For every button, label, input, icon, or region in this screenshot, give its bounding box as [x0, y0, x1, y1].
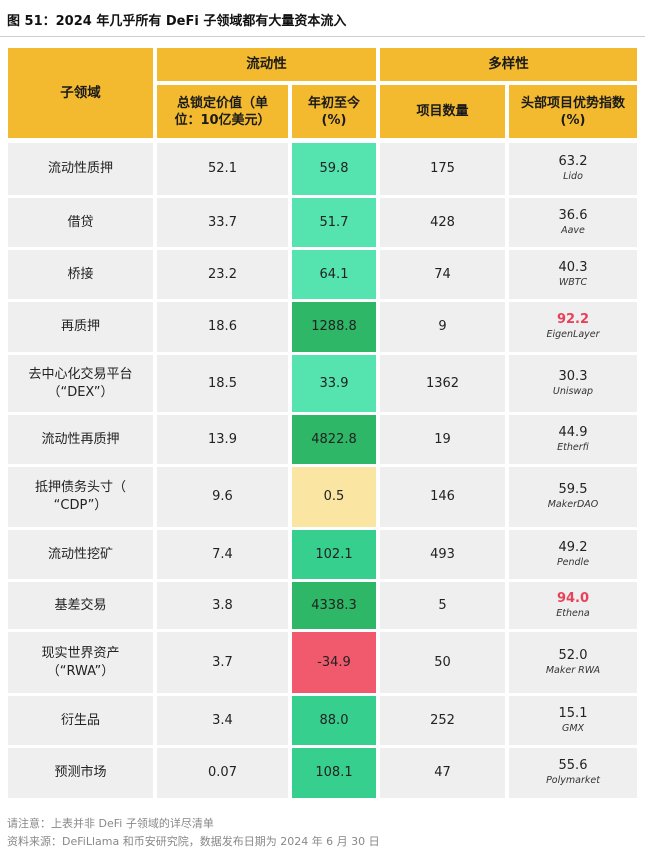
sector-name: 流动性质押: [8, 143, 153, 195]
leading-project: Uniswap: [552, 385, 594, 397]
dominance-cell: 15.1 GMX: [509, 696, 637, 745]
ytd-cell: -34.9: [292, 632, 376, 693]
dominance-value: 63.2: [558, 154, 588, 169]
tvl-cell: 18.6: [157, 302, 288, 352]
tvl-cell: 33.7: [157, 198, 288, 247]
dominance-value: 92.2: [556, 312, 590, 327]
leading-project: MakerDAO: [547, 499, 599, 510]
tvl-cell: 52.1: [157, 143, 288, 195]
dominance-value: 52.0: [558, 647, 588, 663]
leading-project: GMX: [561, 722, 585, 734]
ytd-cell: 0.5: [292, 467, 376, 527]
project-count-cell: 252: [380, 696, 505, 745]
dominance-cell: 63.2 Lido: [509, 143, 637, 195]
dominance-value: 94.0: [556, 590, 590, 606]
tvl-cell: 0.07: [157, 748, 288, 798]
leading-project: Ethena: [556, 607, 590, 619]
header-dominance: 头部项目优势指数 (%): [509, 85, 637, 138]
table-note: 请注意：上表并非 DeFi 子领域的详尽清单: [7, 817, 214, 830]
project-count-cell: 1362: [380, 355, 505, 412]
dominance-value: 55.6: [558, 758, 588, 773]
tvl-cell: 3.7: [157, 632, 288, 693]
sector-name: 抵押债务头寸（ “CDP”）: [8, 467, 153, 527]
dominance-cell: 30.3 Uniswap: [509, 355, 637, 412]
tvl-cell: 3.8: [157, 582, 288, 629]
leading-project: Etherfi: [557, 441, 589, 453]
dominance-value: 15.1: [558, 705, 588, 721]
ytd-cell: 102.1: [292, 530, 376, 579]
tvl-cell: 3.4: [157, 696, 288, 745]
dominance-value: 36.6: [558, 207, 588, 223]
ytd-cell: 4822.8: [292, 415, 376, 464]
dominance-cell: 40.3 WBTC: [509, 250, 637, 299]
dominance-cell: 59.5 MakerDAO: [509, 467, 637, 527]
sector-name: 现实世界资产（“RWA”）: [8, 632, 153, 693]
figure-title: 图 51：2024 年几乎所有 DeFi 子领域都有大量资本流入: [7, 14, 347, 29]
project-count-cell: 9: [380, 302, 505, 352]
leading-project: Lido: [563, 171, 583, 182]
sector-name: 衍生品: [8, 696, 153, 745]
project-count-cell: 428: [380, 198, 505, 247]
dominance-cell: 52.0 Maker RWA: [509, 632, 637, 693]
dominance-cell: 94.0 Ethena: [509, 582, 637, 629]
leading-project: Pendle: [556, 556, 590, 568]
sector-name: 基差交易: [8, 582, 153, 629]
ytd-cell: 64.1: [292, 250, 376, 299]
project-count-cell: 5: [380, 582, 505, 629]
dominance-value: 59.5: [558, 482, 588, 497]
dominance-cell: 44.9 Etherfi: [509, 415, 637, 464]
header-diversity: 多样性: [380, 48, 637, 81]
sector-name: 借贷: [8, 198, 153, 247]
dominance-value: 40.3: [558, 259, 588, 275]
dominance-value: 49.2: [558, 539, 588, 555]
leading-project: EigenLayer: [546, 329, 600, 340]
leading-project: Polymarket: [546, 775, 600, 786]
ytd-cell: 1288.8: [292, 302, 376, 352]
header-liquidity: 流动性: [157, 48, 376, 81]
sector-name: 流动性再质押: [8, 415, 153, 464]
project-count-cell: 146: [380, 467, 505, 527]
project-count-cell: 47: [380, 748, 505, 798]
leading-project: Maker RWA: [545, 664, 601, 676]
tvl-cell: 9.6: [157, 467, 288, 527]
sector-name: 桥接: [8, 250, 153, 299]
leading-project: Aave: [561, 224, 585, 236]
header-tvl: 总锁定价值（单位：10亿美元）: [157, 85, 288, 138]
sector-name: 再质押: [8, 302, 153, 352]
ytd-cell: 33.9: [292, 355, 376, 412]
dominance-cell: 49.2 Pendle: [509, 530, 637, 579]
tvl-cell: 7.4: [157, 530, 288, 579]
ytd-cell: 88.0: [292, 696, 376, 745]
dominance-value: 44.9: [558, 424, 588, 440]
project-count-cell: 50: [380, 632, 505, 693]
ytd-cell: 51.7: [292, 198, 376, 247]
dominance-cell: 36.6 Aave: [509, 198, 637, 247]
header-projects: 项目数量: [380, 85, 505, 138]
project-count-cell: 175: [380, 143, 505, 195]
ytd-cell: 59.8: [292, 143, 376, 195]
project-count-cell: 19: [380, 415, 505, 464]
ytd-cell: 4338.3: [292, 582, 376, 629]
header-sector: 子领域: [8, 48, 153, 138]
project-count-cell: 493: [380, 530, 505, 579]
dominance-value: 30.3: [558, 368, 588, 384]
project-count-cell: 74: [380, 250, 505, 299]
tvl-cell: 13.9: [157, 415, 288, 464]
tvl-cell: 23.2: [157, 250, 288, 299]
dominance-cell: 55.6 Polymarket: [509, 748, 637, 798]
tvl-cell: 18.5: [157, 355, 288, 412]
title-divider: [0, 36, 645, 37]
sector-name: 预测市场: [8, 748, 153, 798]
dominance-cell: 92.2 EigenLayer: [509, 302, 637, 352]
leading-project: WBTC: [558, 276, 588, 288]
source-note: 资料来源：DeFiLlama 和币安研究院，数据发布日期为 2024 年 6 月…: [7, 835, 380, 848]
ytd-cell: 108.1: [292, 748, 376, 798]
header-ytd: 年初至今 (%): [292, 85, 376, 138]
sector-name: 去中心化交易平台（“DEX”）: [8, 355, 153, 412]
sector-name: 流动性挖矿: [8, 530, 153, 579]
